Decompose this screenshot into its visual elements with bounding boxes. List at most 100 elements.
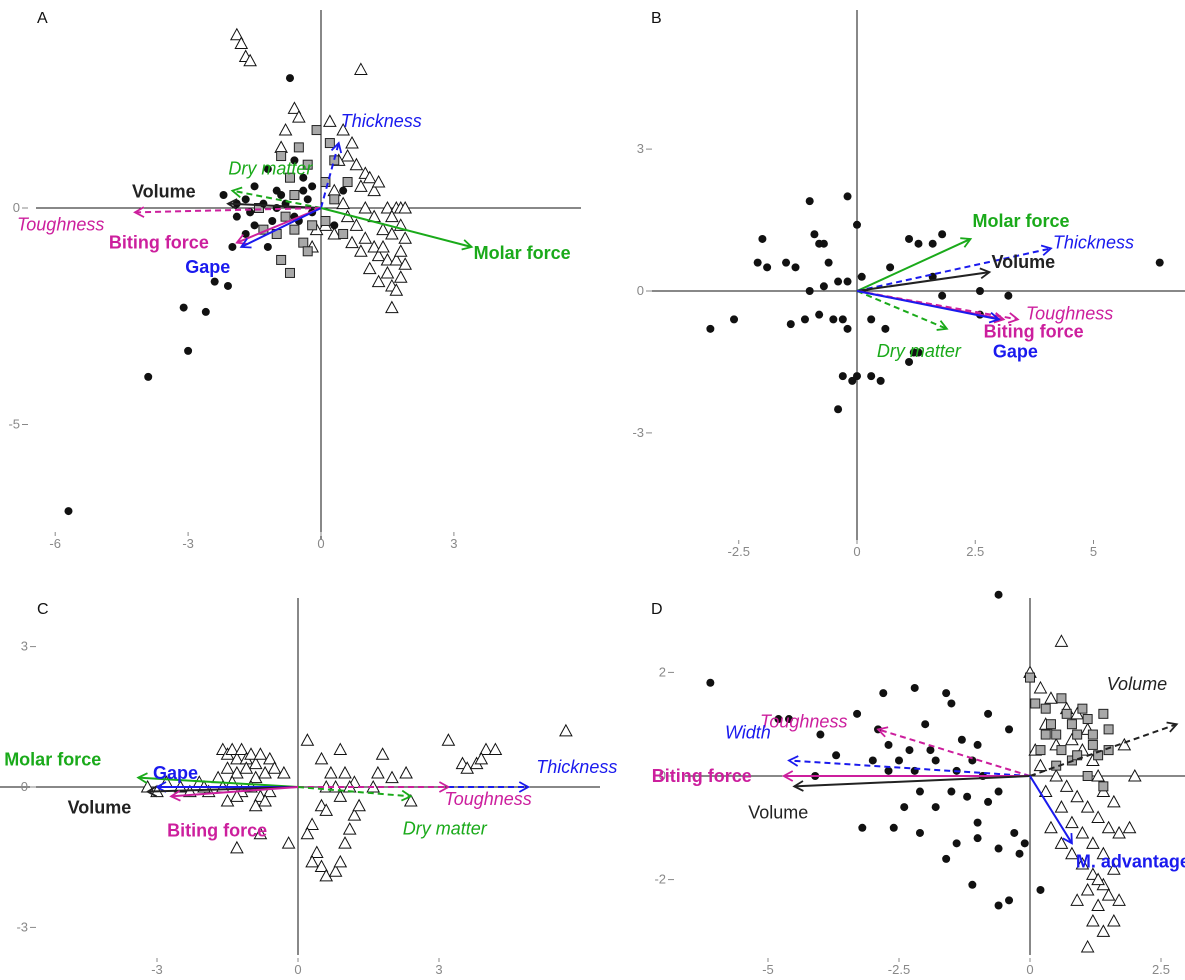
triangle-point bbox=[403, 793, 418, 807]
circle-point bbox=[984, 709, 993, 718]
circle-point bbox=[144, 372, 153, 381]
circle-point bbox=[947, 787, 956, 796]
triangle-point bbox=[1091, 898, 1105, 911]
triangle-point bbox=[262, 784, 277, 798]
triangle-point bbox=[441, 733, 456, 746]
square-point bbox=[1103, 724, 1114, 735]
circle-point bbox=[886, 263, 895, 272]
circle-point bbox=[931, 803, 940, 812]
triangle-point bbox=[375, 747, 390, 760]
triangle-point bbox=[1070, 789, 1085, 803]
panel-a-ticks: -6 -3 0 3 0 -5 bbox=[8, 200, 457, 551]
triangle-point bbox=[230, 751, 244, 765]
circle-point bbox=[1005, 896, 1014, 905]
arrow-m-advantage bbox=[1029, 775, 1073, 845]
x-tick-label: 0 bbox=[317, 536, 324, 551]
panel-a-points bbox=[64, 27, 413, 516]
square-point bbox=[289, 190, 300, 201]
triangle-point bbox=[1075, 857, 1090, 870]
panel-d-points bbox=[706, 590, 1142, 953]
circle-point bbox=[947, 699, 956, 708]
circle-point bbox=[931, 756, 940, 765]
triangle-point bbox=[253, 747, 268, 760]
arrow-gape bbox=[856, 290, 1001, 324]
square-point bbox=[1087, 739, 1098, 750]
circle-point bbox=[285, 74, 294, 83]
x-tick-label: -2.5 bbox=[888, 962, 910, 977]
square-point bbox=[1056, 693, 1067, 704]
arrow-label: Molar force bbox=[474, 243, 571, 263]
triangle-point bbox=[1096, 924, 1111, 937]
square-point bbox=[307, 220, 318, 231]
circle-point bbox=[232, 212, 241, 221]
circle-point bbox=[942, 689, 951, 698]
triangle-point bbox=[327, 226, 342, 240]
triangle-point bbox=[262, 751, 277, 765]
arrow-dry-matter bbox=[856, 290, 949, 331]
circle-point bbox=[853, 372, 861, 381]
circle-point bbox=[290, 156, 299, 165]
arrow-label: Toughness bbox=[17, 214, 104, 234]
triangle-point bbox=[281, 836, 296, 849]
triangle-point bbox=[1112, 893, 1126, 906]
circle-point bbox=[730, 315, 739, 324]
square-point bbox=[1040, 729, 1051, 740]
circle-point bbox=[975, 287, 984, 295]
circle-point bbox=[994, 590, 1003, 599]
triangle-point bbox=[333, 854, 348, 868]
arrow-label: Biting force bbox=[109, 233, 209, 253]
circle-point bbox=[268, 216, 277, 225]
arrow-label: Gape bbox=[185, 257, 230, 277]
circle-point bbox=[782, 258, 791, 267]
triangle-point bbox=[323, 114, 337, 127]
x-tick-label: -6 bbox=[49, 536, 61, 551]
y-tick-label: 0 bbox=[13, 200, 20, 215]
circle-point bbox=[179, 303, 188, 312]
triangle-point bbox=[248, 756, 263, 770]
circle-point bbox=[834, 277, 843, 286]
circle-point bbox=[994, 901, 1003, 910]
circle-point bbox=[64, 507, 73, 516]
square-point bbox=[342, 177, 353, 188]
triangle-point bbox=[319, 803, 334, 816]
triangle-point bbox=[1080, 800, 1095, 813]
triangle-point bbox=[385, 770, 399, 784]
triangle-point bbox=[225, 742, 240, 756]
triangle-point bbox=[338, 765, 352, 779]
circle-point bbox=[942, 854, 951, 863]
triangle-point bbox=[1117, 737, 1132, 751]
triangle-point bbox=[380, 200, 395, 214]
circle-point bbox=[753, 258, 762, 267]
triangle-point bbox=[1101, 820, 1116, 834]
triangle-point bbox=[1096, 846, 1111, 860]
arrow-dry-matter bbox=[230, 186, 322, 209]
triangle-point bbox=[1122, 820, 1137, 834]
square-point bbox=[338, 228, 349, 239]
triangle-point bbox=[371, 248, 386, 262]
circle-point bbox=[984, 797, 993, 806]
circle-point bbox=[706, 678, 715, 687]
triangle-point bbox=[1106, 794, 1121, 808]
triangle-point bbox=[336, 196, 350, 210]
triangle-point bbox=[479, 742, 493, 756]
square-point bbox=[1098, 781, 1109, 792]
triangle-point bbox=[230, 840, 244, 854]
square-point bbox=[1030, 698, 1041, 709]
square-point bbox=[302, 159, 313, 170]
circle-point bbox=[973, 818, 982, 827]
triangle-point bbox=[333, 789, 348, 802]
arrow-volume bbox=[1029, 721, 1179, 777]
arrow-label: Volume bbox=[132, 182, 196, 202]
square-point bbox=[284, 267, 295, 278]
triangle-point bbox=[1080, 882, 1095, 896]
arrow-volume bbox=[226, 198, 322, 210]
triangle-point bbox=[324, 765, 338, 779]
triangle-point bbox=[278, 123, 293, 136]
triangle-point bbox=[354, 244, 368, 257]
triangle-point bbox=[1086, 913, 1100, 927]
triangle-point bbox=[345, 235, 359, 249]
triangle-point bbox=[1044, 691, 1058, 704]
square-point bbox=[289, 224, 300, 235]
triangle-point bbox=[371, 765, 385, 779]
circle-point bbox=[1155, 258, 1164, 267]
